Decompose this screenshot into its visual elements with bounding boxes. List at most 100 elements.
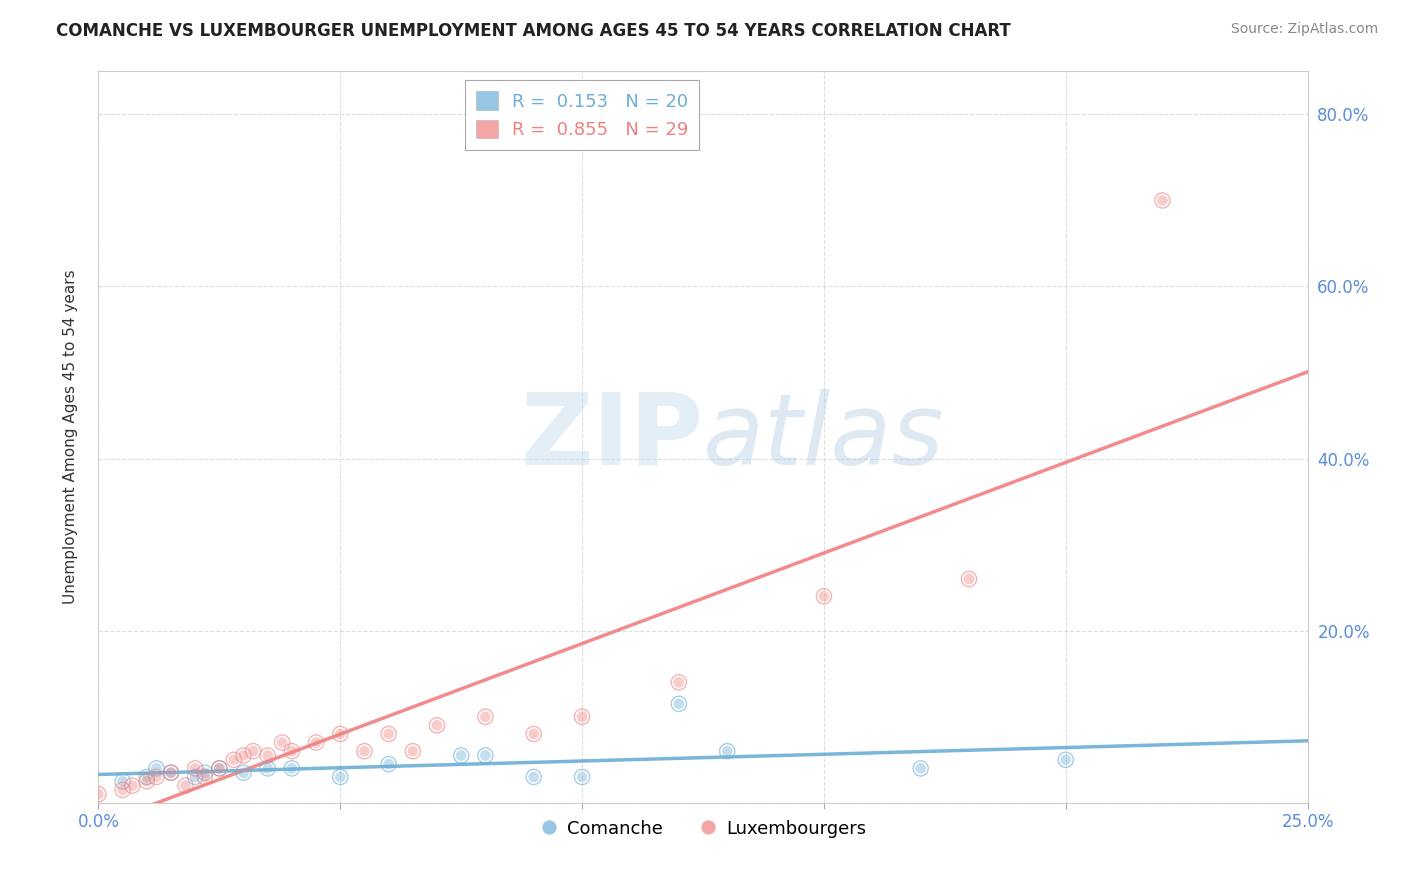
Point xyxy=(813,589,835,603)
Point xyxy=(1054,753,1077,767)
Point xyxy=(256,748,278,763)
Point xyxy=(571,710,593,724)
Point xyxy=(111,783,134,797)
Point xyxy=(353,744,375,758)
Point xyxy=(145,761,167,775)
Point xyxy=(232,748,254,763)
Point xyxy=(402,744,425,758)
Point xyxy=(910,761,932,775)
Point xyxy=(957,572,980,586)
Point xyxy=(232,765,254,780)
Point xyxy=(957,572,980,586)
Point xyxy=(271,735,294,749)
Point xyxy=(256,761,278,775)
Point xyxy=(121,779,143,793)
Point xyxy=(668,697,690,711)
Point xyxy=(160,765,183,780)
Point xyxy=(329,727,352,741)
Point xyxy=(377,757,399,772)
Point xyxy=(1152,194,1174,208)
Point xyxy=(121,779,143,793)
Point xyxy=(174,779,197,793)
Point xyxy=(160,765,183,780)
Point xyxy=(87,787,110,801)
Point xyxy=(910,761,932,775)
Point xyxy=(232,765,254,780)
Point xyxy=(668,675,690,690)
Point xyxy=(160,765,183,780)
Point xyxy=(194,770,217,784)
Point xyxy=(281,761,304,775)
Point xyxy=(242,744,264,758)
Point xyxy=(184,761,207,775)
Point xyxy=(474,710,496,724)
Point xyxy=(135,770,157,784)
Point xyxy=(329,770,352,784)
Text: ZIP: ZIP xyxy=(520,389,703,485)
Point xyxy=(194,765,217,780)
Point xyxy=(208,761,231,775)
Point xyxy=(184,761,207,775)
Point xyxy=(305,735,328,749)
Point xyxy=(184,770,207,784)
Point xyxy=(450,748,472,763)
Point xyxy=(111,774,134,789)
Point xyxy=(135,774,157,789)
Point xyxy=(353,744,375,758)
Point xyxy=(281,761,304,775)
Point xyxy=(523,727,546,741)
Point xyxy=(145,770,167,784)
Point xyxy=(668,675,690,690)
Point xyxy=(402,744,425,758)
Point xyxy=(281,744,304,758)
Point xyxy=(174,779,197,793)
Point xyxy=(523,770,546,784)
Point xyxy=(135,770,157,784)
Point xyxy=(716,744,738,758)
Point xyxy=(222,753,245,767)
Point xyxy=(208,761,231,775)
Point xyxy=(329,727,352,741)
Text: COMANCHE VS LUXEMBOURGER UNEMPLOYMENT AMONG AGES 45 TO 54 YEARS CORRELATION CHAR: COMANCHE VS LUXEMBOURGER UNEMPLOYMENT AM… xyxy=(56,22,1011,40)
Point xyxy=(208,761,231,775)
Point xyxy=(222,753,245,767)
Point xyxy=(145,761,167,775)
Point xyxy=(377,727,399,741)
Point xyxy=(426,718,449,732)
Text: atlas: atlas xyxy=(703,389,945,485)
Legend: Comanche, Luxembourgers: Comanche, Luxembourgers xyxy=(533,813,873,845)
Point xyxy=(256,748,278,763)
Point xyxy=(377,727,399,741)
Text: Source: ZipAtlas.com: Source: ZipAtlas.com xyxy=(1230,22,1378,37)
Point xyxy=(450,748,472,763)
Point xyxy=(232,748,254,763)
Point xyxy=(1152,194,1174,208)
Point xyxy=(426,718,449,732)
Point xyxy=(474,710,496,724)
Point xyxy=(194,770,217,784)
Point xyxy=(242,744,264,758)
Point xyxy=(256,761,278,775)
Point xyxy=(194,765,217,780)
Point xyxy=(813,589,835,603)
Point xyxy=(1054,753,1077,767)
Point xyxy=(668,697,690,711)
Point xyxy=(145,770,167,784)
Point xyxy=(160,765,183,780)
Point xyxy=(377,757,399,772)
Point xyxy=(474,748,496,763)
Point xyxy=(305,735,328,749)
Point xyxy=(111,783,134,797)
Point xyxy=(571,770,593,784)
Point xyxy=(474,748,496,763)
Point xyxy=(571,710,593,724)
Point xyxy=(571,770,593,784)
Point xyxy=(716,744,738,758)
Point xyxy=(523,770,546,784)
Y-axis label: Unemployment Among Ages 45 to 54 years: Unemployment Among Ages 45 to 54 years xyxy=(63,269,77,605)
Point xyxy=(184,770,207,784)
Point xyxy=(208,761,231,775)
Point xyxy=(523,727,546,741)
Point xyxy=(329,770,352,784)
Point xyxy=(87,787,110,801)
